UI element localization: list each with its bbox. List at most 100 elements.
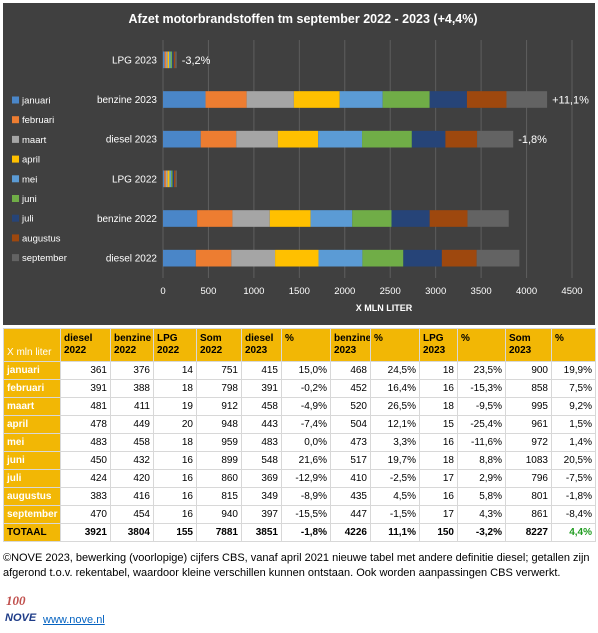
table-row: september 470 454 16 940 397 -15,5% 447 -1,5% 17 4… [3,505,596,524]
table-cell: 26,5% [370,397,420,416]
bar-segment [167,170,170,188]
table-cell: 959 [196,433,242,452]
table-cell: 16 [153,505,197,524]
table-cell: 899 [196,451,242,470]
bar-segment [200,130,237,148]
table-cell: 8227 [505,523,552,542]
bar-segment [429,210,468,227]
category-label: benzine 2023 [97,95,157,106]
table-cell: 416 [110,487,154,506]
table-row: januari 361 376 14 751 415 15,0% 468 24,5% 18 23,5… [3,361,596,380]
table-row: maart 481 411 19 912 458 -4,9% 520 26,5% 18 -9,5% 9… [3,397,596,416]
table-cell: 435 [330,487,371,506]
bar-segment [362,130,412,148]
table-header-cell: Som 2023 [505,328,552,362]
category-labels: diesel 2022 benzine 2022 LPG 2022 diesel 20… [97,55,157,264]
table-cell: 3804 [110,523,154,542]
table-cell: 424 [60,469,111,488]
table-cell: 16 [153,469,197,488]
table-cell: -7,4% [281,415,331,434]
table-cell: -15,3% [457,379,506,398]
bar-segment [163,249,196,267]
table-row: mei 483 458 18 959 483 0,0% 473 3,3% 16 -11,6% 972 1… [3,433,596,452]
x-tick-label: 3500 [471,286,492,297]
legend-swatch [12,214,19,222]
table-row: juli 424 420 16 860 369 -12,9% 410 -2,5% 17 2,9% 79… [3,469,596,488]
change-label: -3,2% [182,55,211,67]
website-link[interactable]: www.nove.nl [43,614,105,626]
bar-segment [310,210,353,227]
table-cell: 11,1% [370,523,420,542]
table-cell: 16 [153,451,197,470]
table-cell: 383 [60,487,111,506]
legend-label: mei [22,174,37,185]
x-tick-label: 4000 [516,286,537,297]
bar-segment [232,210,270,227]
table-cell: 798 [196,379,242,398]
table-row: februari 391 388 18 798 391 -0,2% 452 16,4% 16 -15… [3,379,596,398]
legend-swatch [12,116,19,124]
table-cell: 361 [60,361,111,380]
bar-segment [293,91,340,108]
table-cell: 420 [110,469,154,488]
bar-segment [205,91,247,108]
bar-segment [197,210,233,227]
bar-segment [246,91,294,108]
bar-segment [269,210,311,227]
table-cell: 18 [419,361,458,380]
table-cell: 468 [330,361,371,380]
table-cell: 4,4% [551,523,596,542]
table-header-cell: X mln liter [3,328,61,362]
legend: januari februari maart april mei juni juli augu… [12,96,67,264]
bar-segment [163,210,198,227]
table-cell: -1,8% [281,523,331,542]
table-cell: 17 [419,469,458,488]
table-cell: 9,2% [551,397,596,416]
bar-segment [441,249,477,267]
bar-segment [170,51,173,69]
table-cell: 19 [153,397,197,416]
x-tick-label: 1000 [243,286,264,297]
table-cell: -25,4% [457,415,506,434]
legend-label: juli [21,214,34,225]
table-header-cell: % [281,328,331,362]
table-cell: -9,5% [457,397,506,416]
bar-segment [165,170,168,188]
x-tick-label: 0 [160,286,165,297]
table-cell: 369 [241,469,282,488]
table-cell: 972 [505,433,552,452]
table-cell: 16 [419,379,458,398]
table-cell: 1,4% [551,433,596,452]
bar-segment [318,249,363,267]
table-cell: 415 [241,361,282,380]
table-cell: 16 [419,433,458,452]
row-label: april [3,415,61,434]
table-cell: 458 [110,433,154,452]
table-cell: 15 [419,415,458,434]
table-cell: -0,2% [281,379,331,398]
table-cell: -2,5% [370,469,420,488]
table-cell: 17 [419,505,458,524]
table-cell: 4,5% [370,487,420,506]
table-header-cell: % [551,328,596,362]
bar-segment [163,170,165,188]
table-cell: 3851 [241,523,282,542]
row-label: januari [3,361,61,380]
table-header-cell: benzine 2022 [110,328,154,362]
table-cell: -1,5% [370,505,420,524]
x-tick-label: 3000 [425,286,446,297]
table-cell: 14 [153,361,197,380]
data-table: X mln liter diesel 2022 benzine 2022 LPG 20… [3,328,596,542]
x-axis-title: X MLN LITER [356,303,413,313]
svg-text:100: 100 [6,593,26,608]
table-cell: 1083 [505,451,552,470]
table-cell: 150 [419,523,458,542]
stacked-bar-chart: Afzet motorbrandstoffen tm september 202… [12,12,589,313]
bar-segment [391,210,430,227]
table-cell: 18 [419,451,458,470]
table-cell: 391 [241,379,282,398]
nove-logo: 100 NOVE [5,593,37,624]
table-cell: 388 [110,379,154,398]
x-tick-label: 4500 [561,286,582,297]
legend-label: augustus [22,233,61,244]
